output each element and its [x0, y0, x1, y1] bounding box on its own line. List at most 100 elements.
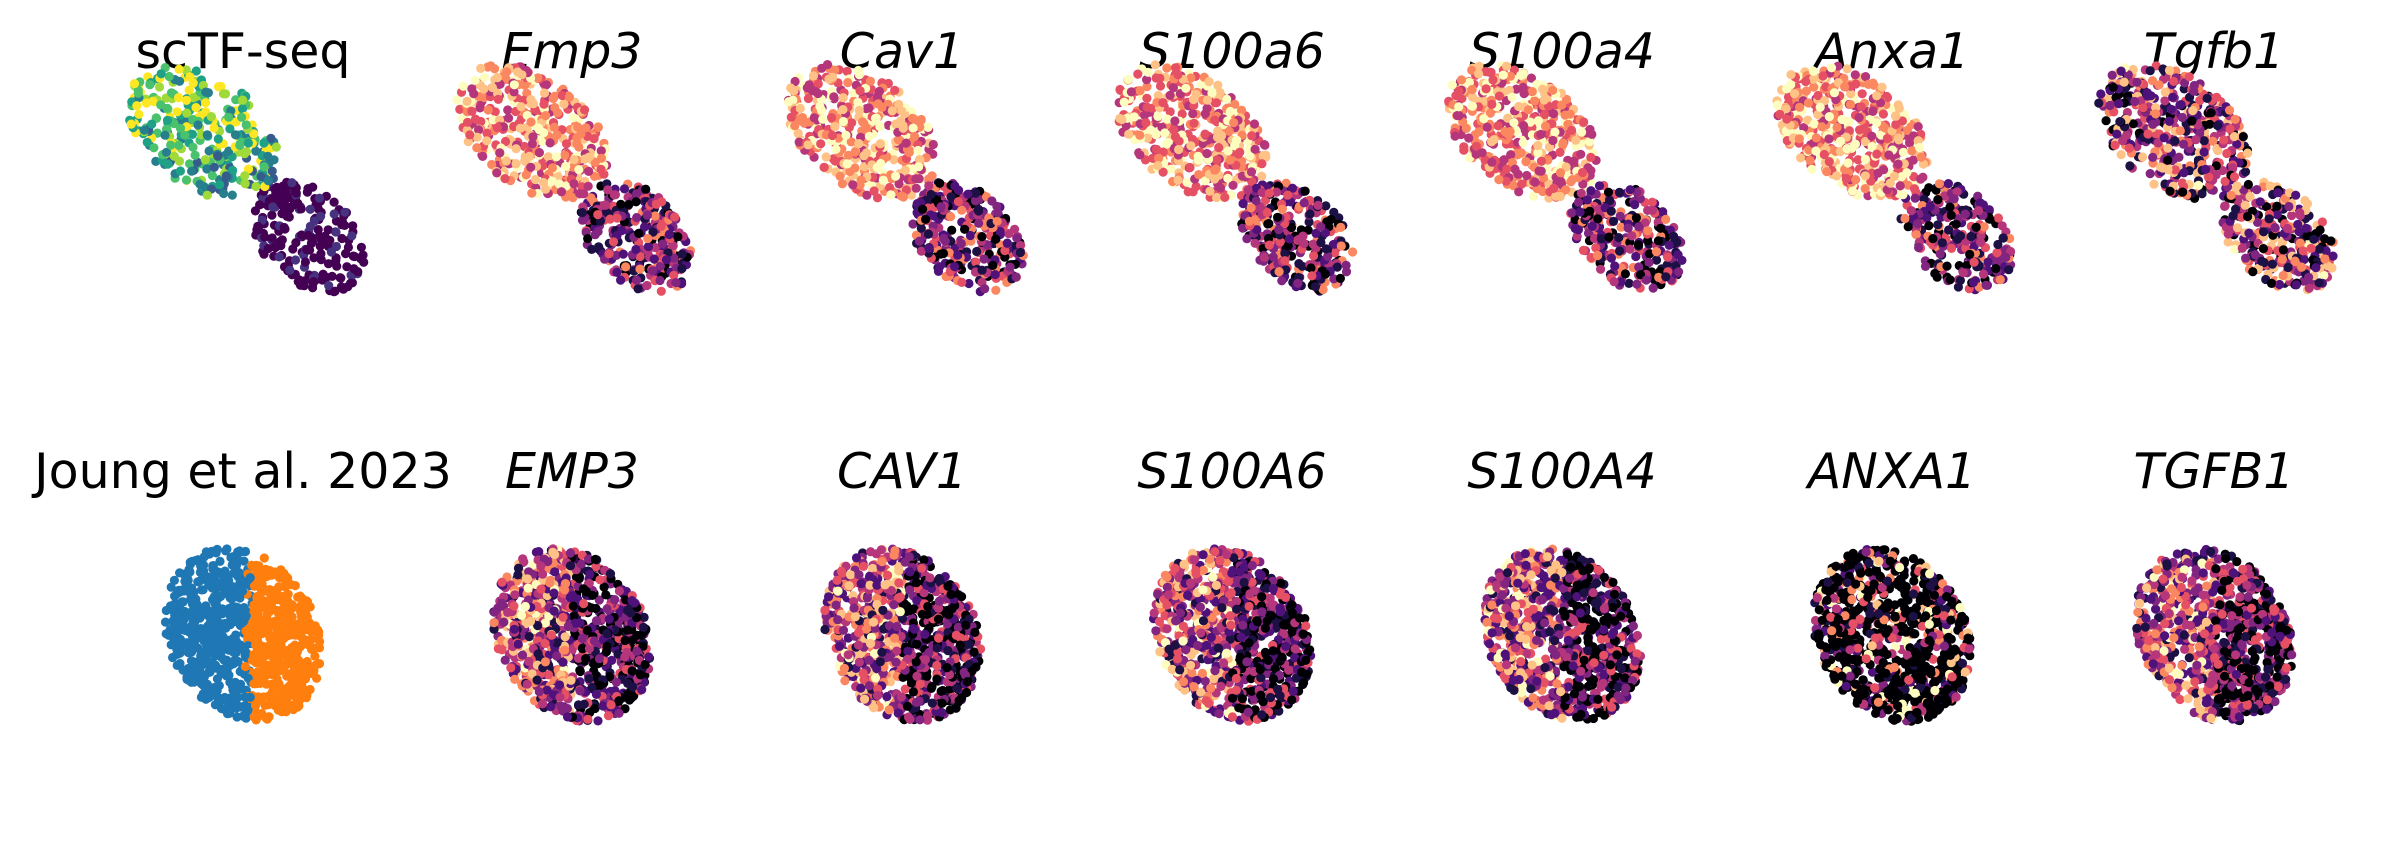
- scatter-point: [642, 280, 652, 291]
- scatter-point: [1867, 141, 1877, 152]
- scatter-point: [1644, 257, 1654, 268]
- scatter-point: [1808, 66, 1819, 76]
- scatter-point: [2228, 211, 2238, 221]
- scatter-point: [1461, 123, 1471, 133]
- scatter-point: [816, 139, 826, 149]
- scatter-point: [2241, 253, 2251, 263]
- scatter-point: [493, 94, 503, 104]
- scatter-point: [875, 122, 885, 132]
- scatter-point: [1229, 118, 1239, 128]
- scatter-point: [470, 75, 480, 85]
- scatter-point: [1005, 262, 1015, 272]
- scatter-point: [974, 206, 984, 216]
- scatter-point: [970, 196, 981, 206]
- scatter-point: [238, 95, 248, 105]
- scatter-point: [850, 147, 860, 157]
- scatter-point: [1872, 118, 1882, 128]
- scatter-point: [1577, 167, 1588, 178]
- scatter-point: [1811, 146, 1821, 156]
- scatter-point: [224, 146, 234, 156]
- scatter-point: [656, 221, 666, 231]
- scatter-point: [1194, 170, 1204, 180]
- scatter-point: [169, 151, 179, 161]
- scatter-point: [2225, 105, 2235, 115]
- scatter-point: [2189, 80, 2199, 91]
- scatter-point: [469, 89, 479, 99]
- scatter-point: [551, 152, 562, 162]
- scatter-point: [1274, 267, 1284, 277]
- scatter-point: [2226, 190, 2236, 200]
- scatter-point: [1807, 164, 1817, 174]
- scatter-point: [1200, 129, 1210, 139]
- scatter-point: [487, 159, 497, 170]
- scatter-point: [1837, 114, 1847, 125]
- scatter-point: [224, 112, 234, 122]
- scatter-point: [270, 242, 280, 252]
- scatter-point: [1243, 185, 1253, 195]
- scatter-point: [1188, 109, 1198, 119]
- scatter-point: [1247, 131, 1257, 141]
- scatter-point: [2142, 91, 2153, 101]
- scatter-point: [285, 265, 295, 275]
- scatter-point: [181, 175, 191, 185]
- scatter-point: [1210, 115, 1220, 125]
- scatter-point: [971, 188, 981, 198]
- scatter-point: [835, 171, 845, 181]
- scatter-point: [296, 204, 306, 214]
- scatter-point: [1573, 225, 1583, 235]
- scatter-point: [2257, 256, 2267, 266]
- scatter-point: [2267, 259, 2277, 269]
- scatter-point: [668, 241, 678, 251]
- scatter-point: [1614, 246, 1625, 256]
- scatter-point: [1631, 213, 1641, 223]
- scatter-point: [1872, 91, 1882, 101]
- scatter-point: [160, 130, 170, 140]
- scatter-point: [1906, 206, 1916, 216]
- scatter-point: [530, 174, 541, 185]
- scatter-point: [219, 188, 229, 199]
- scatter-point: [2156, 162, 2166, 172]
- scatter-point: [1173, 175, 1183, 185]
- scatter-point: [843, 150, 854, 160]
- scatter-point: [557, 90, 568, 101]
- scatter-point: [259, 249, 269, 259]
- scatter-point: [516, 102, 526, 112]
- scatter-point: [520, 80, 530, 90]
- scatter-point: [227, 190, 237, 200]
- scatter-point: [284, 212, 294, 222]
- scatter-point: [803, 93, 814, 104]
- scatter-point: [145, 80, 155, 90]
- scatter-point: [1997, 221, 2007, 231]
- scatter-point: [2119, 77, 2129, 87]
- scatter-point: [290, 255, 301, 265]
- scatter-point: [1502, 164, 1512, 174]
- scatter-point: [132, 101, 142, 111]
- scatter-point: [1284, 234, 1294, 244]
- scatter-point: [549, 122, 560, 132]
- scatter-point: [593, 210, 603, 220]
- scatter-point: [898, 192, 909, 202]
- scatter-point: [2105, 100, 2115, 111]
- scatter-point: [1965, 249, 1975, 259]
- scatter-point: [1819, 149, 1829, 160]
- scatter-point: [2252, 185, 2262, 195]
- scatter-point: [1467, 101, 1478, 111]
- scatter-point: [166, 140, 176, 150]
- scatter-point: [319, 238, 330, 248]
- scatter-point: [790, 121, 800, 131]
- scatter-point: [1183, 187, 1193, 197]
- scatter-point: [1188, 94, 1199, 105]
- scatter-point: [1488, 75, 1498, 85]
- scatter-point: [979, 254, 989, 264]
- scatter-point: [581, 123, 591, 133]
- scatter-point: [2229, 172, 2240, 182]
- scatter-point: [249, 129, 259, 139]
- scatter-point: [1305, 209, 1315, 219]
- scatter-point: [541, 184, 551, 194]
- scatter-point: [1335, 273, 1345, 283]
- scatter-point: [356, 254, 366, 264]
- scatter-point: [547, 163, 558, 173]
- scatter-point: [786, 112, 796, 122]
- scatter-point: [826, 113, 837, 123]
- scatter-point: [1937, 238, 1947, 248]
